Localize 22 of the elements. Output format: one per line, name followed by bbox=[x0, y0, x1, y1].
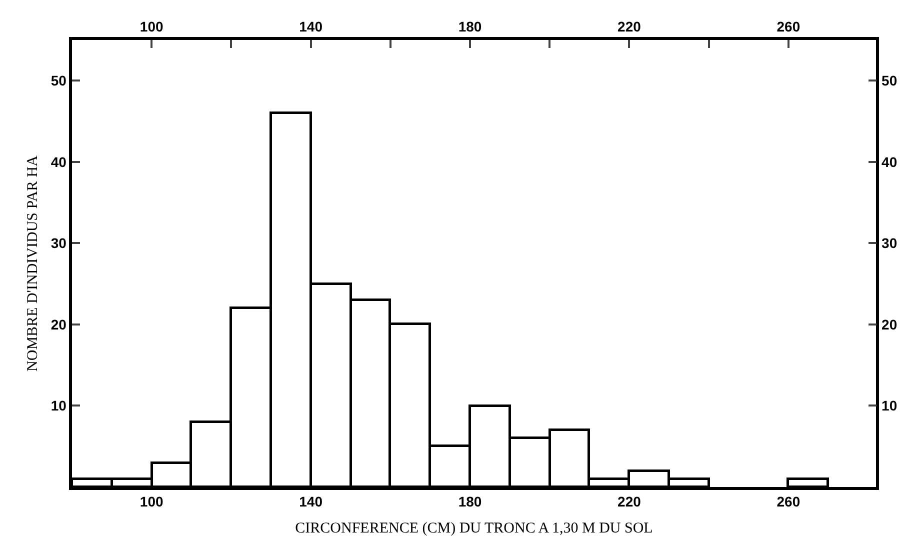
x2-tick-label: 140 bbox=[299, 18, 323, 35]
y2-tick-label: 10 bbox=[882, 398, 898, 414]
y-tick-label: 30 bbox=[50, 235, 67, 252]
y2-tick-label: 20 bbox=[882, 316, 898, 332]
y-tick-label: 20 bbox=[50, 316, 67, 332]
x-tick-label: 180 bbox=[458, 494, 482, 510]
y2-tick-label: 30 bbox=[882, 235, 898, 252]
y2-tick-label: 50 bbox=[882, 72, 898, 89]
x2-tick-label: 220 bbox=[618, 18, 642, 35]
x-axis-title: CIRCONFERENCE (CM) DU TRONC A 1,30 M DU SOL bbox=[295, 520, 653, 537]
y2-tick-label: 40 bbox=[882, 154, 898, 170]
x-tick-label: 220 bbox=[618, 494, 642, 510]
x2-tick-label: 100 bbox=[140, 18, 164, 35]
x2-tick-label: 260 bbox=[776, 18, 800, 35]
y-tick-label: 10 bbox=[50, 398, 67, 414]
x-tick-label: 100 bbox=[140, 494, 164, 510]
y-axis-title: NOMBRE D'INDIVIDUS PAR HA bbox=[25, 155, 42, 372]
y-tick-label: 50 bbox=[50, 72, 67, 89]
x2-tick-label: 180 bbox=[458, 18, 482, 35]
y-tick-label: 40 bbox=[50, 154, 67, 170]
x-tick-label: 140 bbox=[299, 494, 323, 510]
x-tick-label: 260 bbox=[776, 494, 800, 510]
